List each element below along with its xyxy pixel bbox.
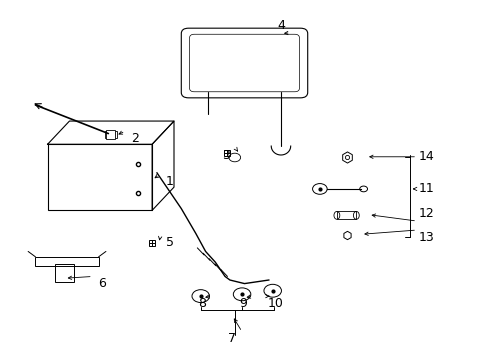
Bar bbox=[55, 264, 74, 282]
Bar bbox=[47, 144, 152, 210]
Text: 7: 7 bbox=[228, 333, 236, 346]
Text: 11: 11 bbox=[418, 183, 434, 195]
Text: 9: 9 bbox=[239, 297, 247, 310]
Text: 13: 13 bbox=[418, 231, 434, 244]
Text: 8: 8 bbox=[198, 297, 206, 310]
Bar bbox=[336, 211, 356, 219]
Text: 10: 10 bbox=[266, 297, 283, 310]
Text: 5: 5 bbox=[166, 236, 174, 249]
Bar bbox=[105, 131, 117, 138]
Text: 6: 6 bbox=[99, 277, 106, 290]
Bar bbox=[106, 130, 115, 139]
Text: 4: 4 bbox=[277, 19, 285, 32]
Text: 14: 14 bbox=[418, 150, 434, 163]
Text: 3: 3 bbox=[222, 149, 229, 162]
Bar bbox=[35, 257, 99, 266]
Text: 2: 2 bbox=[131, 132, 139, 145]
Text: 1: 1 bbox=[165, 175, 173, 188]
Text: 12: 12 bbox=[418, 207, 434, 220]
